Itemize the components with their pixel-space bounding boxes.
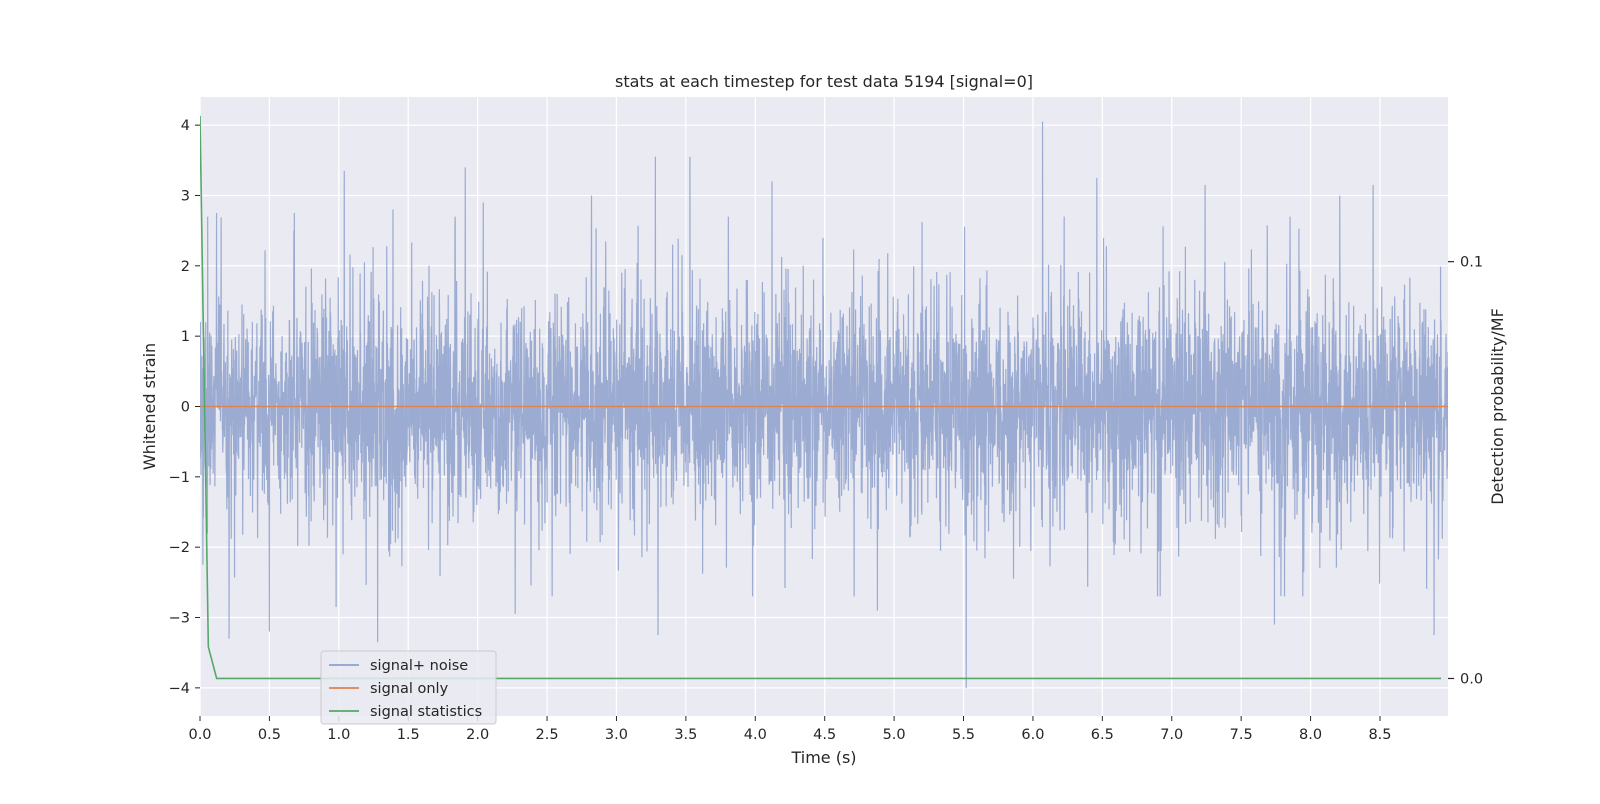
signal-noise-line xyxy=(200,121,1448,688)
legend-box xyxy=(320,650,497,725)
y2-tick-label: 0.1 xyxy=(1460,255,1483,271)
y2-axis-label: Detection probability/MF xyxy=(1488,308,1507,505)
chart-title: stats at each timestep for test data 519… xyxy=(615,72,1033,91)
x-tick-label: 6.0 xyxy=(1021,727,1044,743)
series-group xyxy=(200,115,1448,688)
legend-label: signal statistics xyxy=(370,704,482,720)
legend: signal+ noise signal only signal statistic… xyxy=(320,650,497,725)
y-tick-label: −1 xyxy=(169,470,190,486)
x-tick-label: 2.5 xyxy=(536,727,559,743)
legend-label: signal+ noise xyxy=(370,658,468,674)
y-tick-label: 1 xyxy=(181,329,190,345)
x-tick-label: 5.5 xyxy=(952,727,975,743)
y-tick-label: −3 xyxy=(169,611,190,627)
y-tick-label: −2 xyxy=(169,540,190,556)
x-tick-label: 4.5 xyxy=(813,727,836,743)
x-tick-label: 0.5 xyxy=(258,727,281,743)
y-tick-label: 2 xyxy=(181,259,190,275)
axes: 0.0 0.5 1.0 1.5 2.0 2.5 3.0 3.5 4.0 4.5 5.0 5.5 6.0 6… xyxy=(169,118,1483,743)
x-tick-label: 7.0 xyxy=(1160,727,1183,743)
signal-statistics-line xyxy=(200,115,1442,680)
x-tick-label: 5.0 xyxy=(883,727,906,743)
x-tick-label: 4.0 xyxy=(744,727,767,743)
x-tick-label: 1.5 xyxy=(397,727,420,743)
y-tick-label: −4 xyxy=(169,681,190,697)
x-tick-label: 8.5 xyxy=(1368,727,1391,743)
y-tick-label: 0 xyxy=(181,400,190,416)
x-tick-label: 6.5 xyxy=(1091,727,1114,743)
x-tick-label: 7.5 xyxy=(1230,727,1253,743)
x-tick-label: 3.5 xyxy=(674,727,697,743)
y-axis-label: Whitened strain xyxy=(140,343,159,470)
x-tick-label: 2.0 xyxy=(466,727,489,743)
y2-tick-label: 0.0 xyxy=(1460,671,1483,687)
legend-label: signal only xyxy=(370,681,449,697)
x-tick-label: 1.0 xyxy=(327,727,350,743)
x-axis-label: Time (s) xyxy=(790,748,856,767)
x-tick-label: 8.0 xyxy=(1299,727,1322,743)
x-tick-label: 3.0 xyxy=(605,727,628,743)
x-tick-label: 0.0 xyxy=(188,727,211,743)
y-tick-label: 3 xyxy=(181,188,190,204)
y-tick-label: 4 xyxy=(181,118,190,134)
